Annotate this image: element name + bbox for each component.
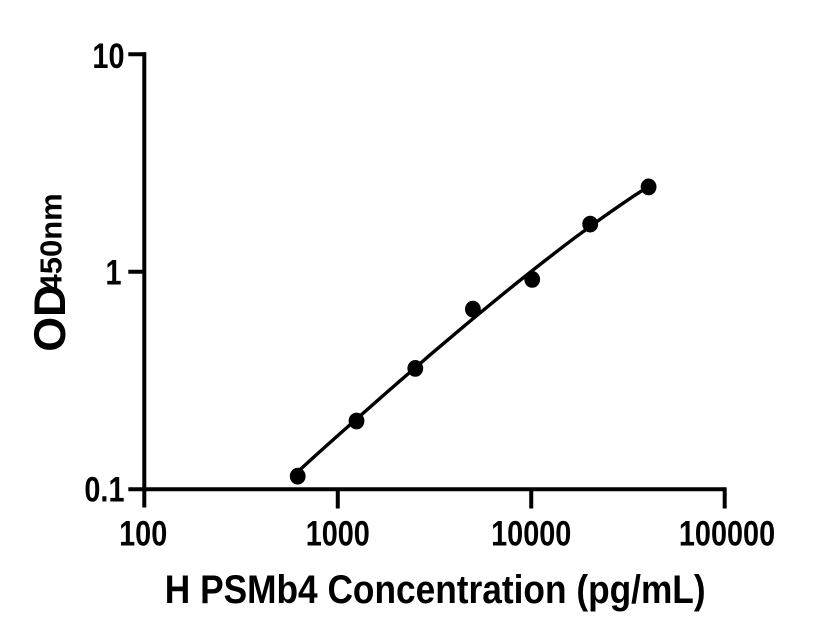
- svg-text:0.1: 0.1: [84, 470, 124, 509]
- svg-text:1: 1: [105, 253, 121, 292]
- svg-text:100000: 100000: [679, 514, 775, 553]
- svg-text:OD: OD: [25, 285, 75, 352]
- svg-text:10: 10: [92, 36, 124, 75]
- svg-text:10000: 10000: [491, 514, 571, 553]
- svg-text:450nm: 450nm: [34, 193, 69, 291]
- svg-text:1000: 1000: [306, 514, 370, 553]
- svg-text:H PSMb4 Concentration (pg/mL): H PSMb4 Concentration (pg/mL): [165, 567, 706, 612]
- svg-text:100: 100: [119, 514, 167, 553]
